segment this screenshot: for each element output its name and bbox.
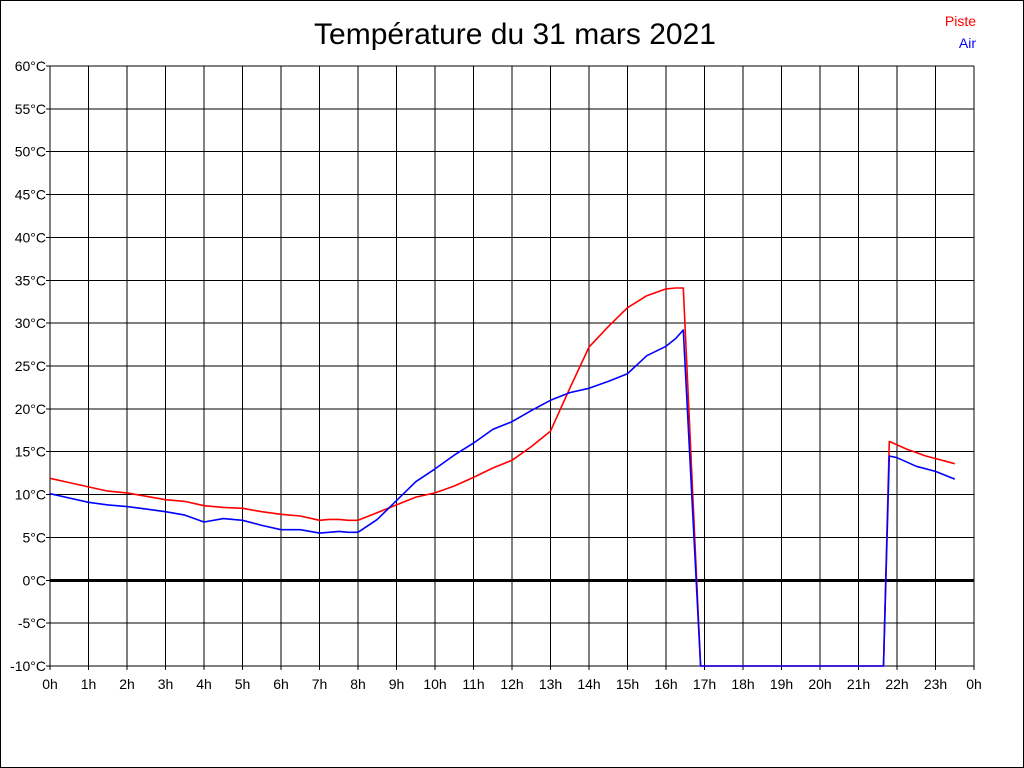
x-tick-label: 8h <box>350 676 366 692</box>
y-tick-label: 40°C <box>15 229 46 245</box>
y-tick-label: 45°C <box>15 187 46 203</box>
x-tick-label: 23h <box>924 676 947 692</box>
x-tick-label: 0h <box>966 676 982 692</box>
legend-entry-piste: Piste <box>944 13 976 29</box>
y-tick-label: 30°C <box>15 315 46 331</box>
x-tick-label: 12h <box>500 676 523 692</box>
x-tick-label: 7h <box>312 676 328 692</box>
x-axis-labels: 0h 1h 2h 3h 4h 5h 6h 7h 8h 9h 10h 11h 12h 13h 14h 15h 16… <box>42 676 982 692</box>
y-tick-label: 35°C <box>15 272 46 288</box>
y-tick-label: 15°C <box>15 444 46 460</box>
x-tick-label: 10h <box>423 676 446 692</box>
y-tick-label: 10°C <box>15 487 46 503</box>
y-tick-label: -10°C <box>10 658 46 674</box>
x-tick-label: 11h <box>462 676 484 692</box>
x-tick-label: 15h <box>616 676 639 692</box>
chart-title: Température du 31 mars 2021 <box>314 18 716 51</box>
x-tick-label: 16h <box>654 676 677 692</box>
x-tick-label: 13h <box>539 676 562 692</box>
series-line-air <box>49 329 956 667</box>
y-axis-labels: 60°C 55°C 50°C 45°C 40°C 35°C 30°C 25°C 20°C 15°C… <box>10 58 46 674</box>
y-tick-label: 20°C <box>15 401 46 417</box>
y-tick-label: -5°C <box>18 615 46 631</box>
y-tick-label: 5°C <box>23 529 47 545</box>
x-tick-label: 0h <box>42 676 58 692</box>
x-tick-label: 4h <box>196 676 212 692</box>
x-tick-label: 3h <box>158 676 174 692</box>
legend-entry-air: Air <box>958 35 976 51</box>
x-tick-label: 9h <box>389 676 405 692</box>
x-tick-label: 2h <box>119 676 135 692</box>
x-tick-label: 20h <box>808 676 831 692</box>
y-tick-label: 0°C <box>23 572 47 588</box>
x-tick-label: 17h <box>693 676 716 692</box>
x-tick-label: 5h <box>235 676 251 692</box>
grid <box>46 65 975 670</box>
y-tick-label: 60°C <box>15 58 46 74</box>
x-tick-label: 1h <box>81 676 97 692</box>
series-lines <box>49 287 956 667</box>
x-tick-label: 19h <box>770 676 793 692</box>
x-tick-label: 18h <box>731 676 754 692</box>
y-tick-label: 55°C <box>15 101 46 117</box>
x-tick-label: 6h <box>273 676 289 692</box>
x-tick-label: 14h <box>577 676 600 692</box>
y-tick-label: 25°C <box>15 358 46 374</box>
series-line-piste <box>49 287 956 667</box>
x-tick-label: 21h <box>847 676 870 692</box>
y-tick-label: 50°C <box>15 144 46 160</box>
x-tick-label: 22h <box>885 676 908 692</box>
